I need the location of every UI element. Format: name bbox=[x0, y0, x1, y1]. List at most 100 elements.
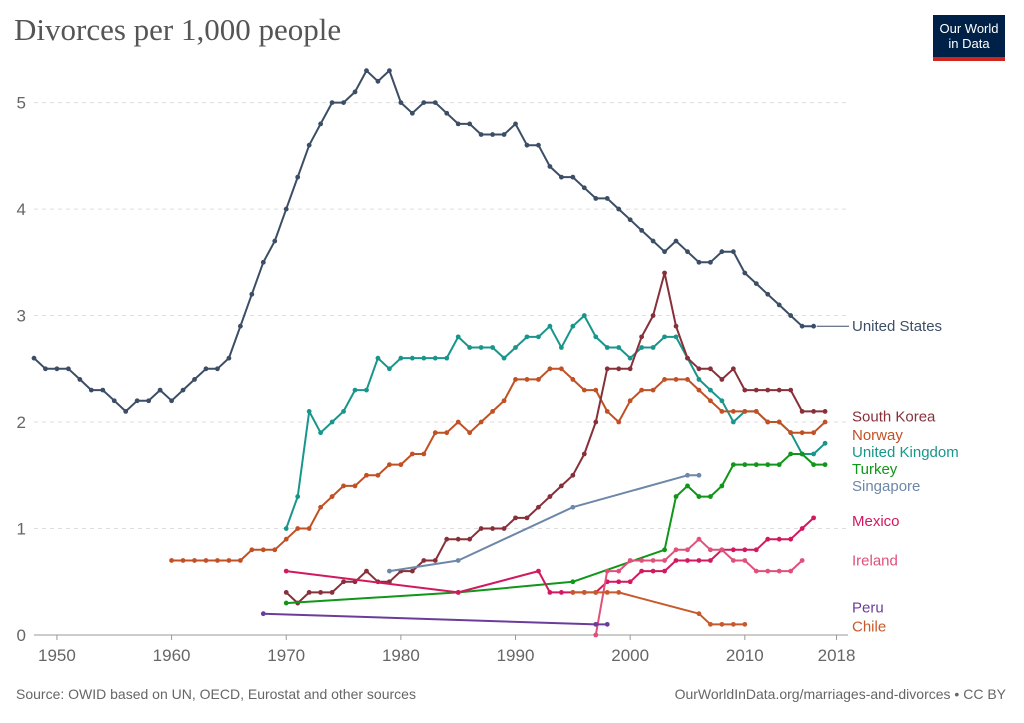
data-point bbox=[696, 259, 702, 265]
data-point bbox=[387, 366, 392, 372]
data-point bbox=[409, 355, 415, 361]
owid-logo[interactable]: Our World in Data bbox=[933, 15, 1005, 61]
data-point bbox=[524, 334, 530, 340]
data-point bbox=[169, 398, 174, 404]
data-point bbox=[788, 536, 794, 542]
data-point bbox=[730, 558, 736, 563]
series-united-states bbox=[31, 68, 817, 414]
data-point bbox=[536, 568, 541, 574]
y-tick-label: 2 bbox=[17, 413, 26, 432]
series-turkey bbox=[283, 451, 828, 606]
data-point bbox=[742, 621, 748, 627]
data-point bbox=[811, 408, 817, 414]
data-point bbox=[753, 568, 759, 574]
data-point bbox=[604, 568, 610, 574]
data-point bbox=[650, 238, 656, 244]
y-tick-label: 4 bbox=[17, 200, 26, 219]
data-point bbox=[639, 387, 645, 393]
data-point bbox=[501, 398, 507, 404]
data-point bbox=[513, 121, 518, 127]
data-point bbox=[662, 547, 667, 553]
data-point bbox=[203, 366, 209, 372]
data-point bbox=[54, 366, 60, 372]
data-point bbox=[398, 100, 404, 105]
data-point bbox=[776, 419, 782, 425]
series-label: Singapore bbox=[852, 478, 920, 495]
data-point bbox=[192, 377, 197, 382]
data-point bbox=[467, 121, 473, 127]
data-point bbox=[283, 568, 289, 574]
series-lines bbox=[31, 68, 828, 638]
data-point bbox=[364, 568, 369, 574]
data-point bbox=[513, 515, 518, 521]
data-point bbox=[100, 387, 106, 393]
data-point bbox=[765, 568, 771, 574]
data-point bbox=[719, 398, 725, 404]
data-point bbox=[352, 483, 358, 489]
data-point bbox=[570, 590, 576, 595]
data-point bbox=[673, 494, 679, 499]
x-tick-label: 2000 bbox=[611, 646, 649, 665]
data-point bbox=[283, 590, 289, 595]
data-point bbox=[283, 526, 289, 531]
data-point bbox=[604, 196, 610, 201]
data-point bbox=[547, 164, 553, 169]
series-label: Mexico bbox=[852, 513, 900, 530]
data-point bbox=[730, 547, 736, 553]
data-point bbox=[742, 270, 748, 276]
data-point bbox=[467, 345, 473, 350]
data-point bbox=[490, 526, 495, 531]
data-point bbox=[237, 558, 243, 563]
data-point bbox=[444, 355, 450, 361]
credit-link[interactable]: OurWorldInData.org/marriages-and-divorce… bbox=[674, 686, 1006, 702]
data-point bbox=[662, 377, 667, 382]
data-point bbox=[524, 142, 530, 148]
data-point bbox=[77, 377, 83, 382]
data-point bbox=[478, 132, 484, 137]
data-point bbox=[478, 345, 484, 350]
source-note: Source: OWID based on UN, OECD, Eurostat… bbox=[16, 686, 416, 702]
data-point bbox=[283, 536, 289, 542]
data-point bbox=[387, 462, 392, 468]
data-point bbox=[455, 536, 461, 542]
data-point bbox=[260, 259, 266, 265]
data-point bbox=[169, 558, 174, 563]
data-point bbox=[570, 174, 576, 180]
data-point bbox=[662, 568, 667, 574]
data-point bbox=[719, 621, 725, 627]
data-point bbox=[111, 398, 117, 404]
data-point bbox=[799, 451, 805, 457]
data-point bbox=[776, 387, 782, 393]
data-point bbox=[753, 387, 759, 393]
data-point bbox=[146, 398, 152, 404]
data-point bbox=[673, 547, 679, 553]
data-point bbox=[364, 387, 369, 393]
data-point bbox=[341, 579, 346, 585]
data-point bbox=[673, 377, 679, 382]
data-point bbox=[788, 568, 794, 574]
data-point bbox=[719, 408, 725, 414]
data-point bbox=[272, 238, 278, 244]
data-point bbox=[421, 355, 427, 361]
series-label: South Korea bbox=[852, 409, 936, 426]
data-point bbox=[788, 387, 794, 393]
data-point bbox=[318, 590, 324, 595]
data-point bbox=[811, 451, 817, 457]
data-point bbox=[387, 568, 392, 574]
data-point bbox=[65, 366, 71, 372]
data-point bbox=[730, 408, 736, 414]
data-point bbox=[616, 579, 622, 585]
data-point bbox=[318, 430, 324, 436]
data-point bbox=[650, 387, 656, 393]
data-point bbox=[581, 387, 587, 393]
data-point bbox=[593, 621, 599, 627]
data-point bbox=[811, 430, 817, 436]
data-point bbox=[627, 355, 633, 361]
data-point bbox=[685, 558, 690, 563]
data-point bbox=[753, 281, 759, 287]
data-point bbox=[444, 110, 450, 116]
series-line bbox=[594, 538, 803, 636]
data-point bbox=[432, 430, 438, 436]
data-point bbox=[260, 547, 266, 553]
data-point bbox=[192, 558, 197, 563]
